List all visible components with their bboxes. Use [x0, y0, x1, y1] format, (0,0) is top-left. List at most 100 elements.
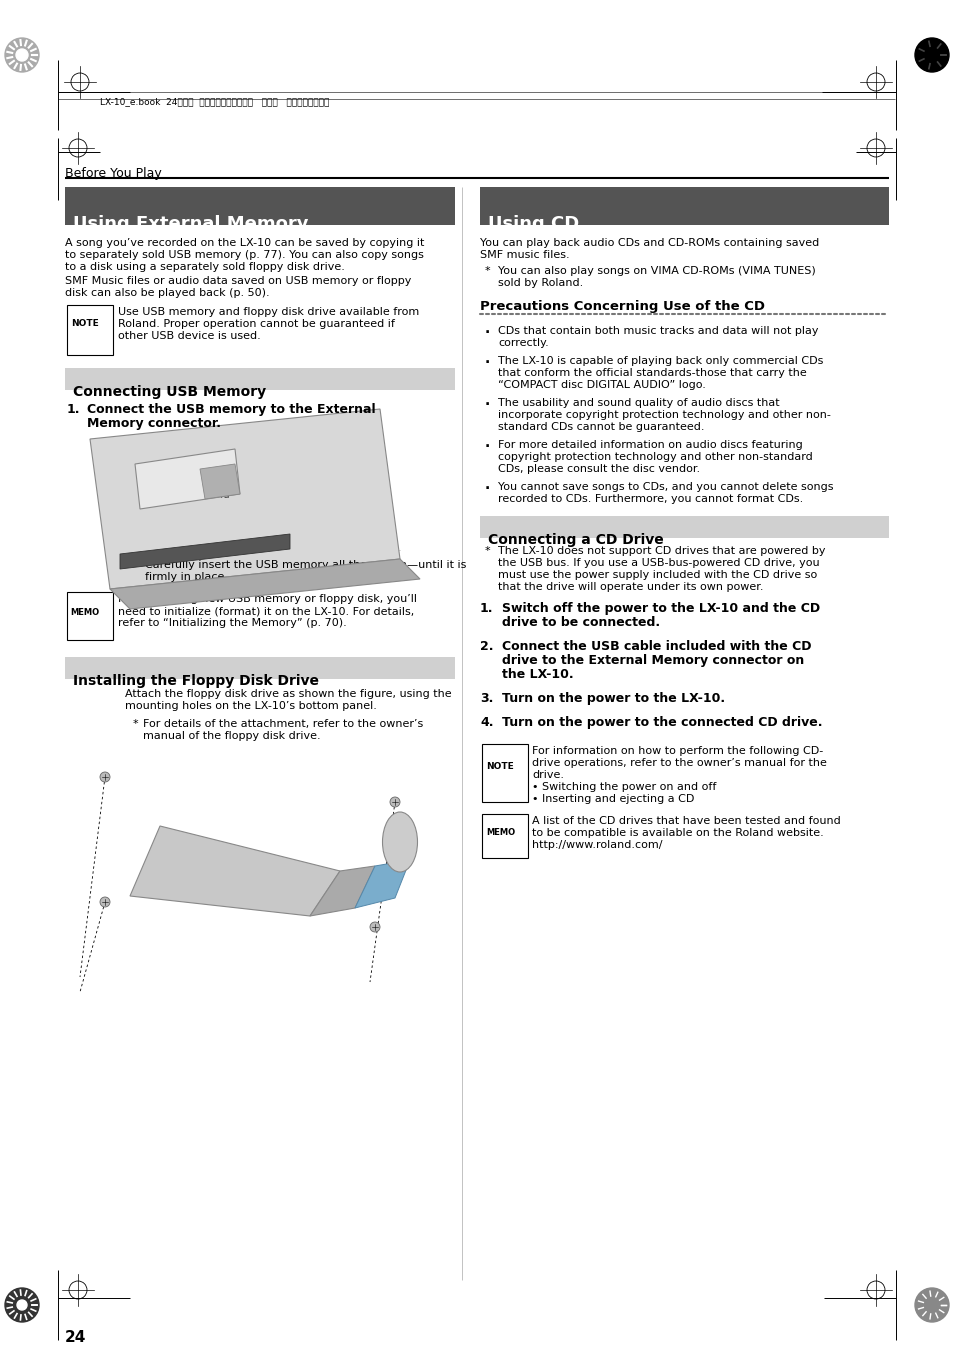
Bar [479, 516, 888, 538]
Text: that the drive will operate under its own power.: that the drive will operate under its ow… [497, 582, 762, 592]
Text: 1.: 1. [479, 603, 493, 615]
Text: Memory connector.: Memory connector. [87, 417, 221, 430]
Circle shape [16, 49, 28, 61]
Circle shape [100, 771, 110, 782]
Circle shape [914, 38, 948, 72]
Polygon shape [130, 825, 339, 916]
Text: Connecting USB Memory: Connecting USB Memory [73, 385, 266, 399]
Text: Roland: Roland [194, 490, 231, 500]
Circle shape [370, 921, 379, 932]
Polygon shape [135, 449, 240, 509]
Text: sold by Roland.: sold by Roland. [497, 278, 582, 288]
Text: A song you’ve recorded on the LX-10 can be saved by copying it: A song you’ve recorded on the LX-10 can … [65, 238, 424, 249]
Text: disk can also be played back (p. 50).: disk can also be played back (p. 50). [65, 288, 270, 299]
Text: *: * [132, 719, 138, 730]
Text: *: * [484, 266, 490, 276]
Text: For more detailed information on audio discs featuring: For more detailed information on audio d… [497, 440, 801, 450]
Text: Attach the floppy disk drive as shown the figure, using the: Attach the floppy disk drive as shown th… [125, 689, 451, 698]
Text: the LX-10.: the LX-10. [501, 667, 573, 681]
Text: “COMPACT disc DIGITAL AUDIO” logo.: “COMPACT disc DIGITAL AUDIO” logo. [497, 380, 705, 390]
Bar [481, 744, 527, 802]
Bar [65, 367, 455, 390]
Text: drive to be connected.: drive to be connected. [501, 616, 659, 630]
Text: firmly in place.: firmly in place. [145, 571, 228, 582]
Text: 24: 24 [65, 1329, 87, 1346]
Circle shape [914, 1288, 948, 1323]
Text: Precautions Concerning Use of the CD: Precautions Concerning Use of the CD [479, 300, 764, 313]
Text: Roland. Proper operation cannot be guaranteed if: Roland. Proper operation cannot be guara… [118, 319, 395, 330]
Circle shape [5, 1288, 39, 1323]
Circle shape [17, 1300, 27, 1310]
Text: drive to the External Memory connector on: drive to the External Memory connector o… [501, 654, 803, 667]
Ellipse shape [382, 812, 417, 871]
Text: Carefully insert the USB memory all the way in—until it is: Carefully insert the USB memory all the … [145, 561, 466, 570]
Text: MEMO: MEMO [485, 828, 515, 838]
Bar [67, 305, 112, 355]
Text: drive.: drive. [532, 770, 563, 780]
Text: the USB bus. If you use a USB-bus-powered CD drive, you: the USB bus. If you use a USB-bus-powere… [497, 558, 819, 567]
Text: incorporate copyright protection technology and other non-: incorporate copyright protection technol… [497, 409, 830, 420]
Polygon shape [200, 463, 240, 499]
Bar [67, 592, 112, 640]
Text: If you’re using new USB memory or floppy disk, you’ll: If you’re using new USB memory or floppy… [118, 594, 416, 604]
Text: • Switching the power on and off: • Switching the power on and off [532, 782, 716, 792]
Polygon shape [90, 409, 399, 589]
Text: standard CDs cannot be guaranteed.: standard CDs cannot be guaranteed. [497, 422, 703, 432]
Polygon shape [110, 559, 419, 609]
Text: The LX-10 is capable of playing back only commercial CDs: The LX-10 is capable of playing back onl… [497, 357, 822, 366]
Text: Using CD: Using CD [488, 215, 578, 232]
Text: • Inserting and ejecting a CD: • Inserting and ejecting a CD [532, 794, 694, 804]
Text: 4.: 4. [479, 716, 493, 730]
Polygon shape [310, 866, 375, 916]
Bar [481, 815, 527, 858]
Text: Connect the USB memory to the External: Connect the USB memory to the External [87, 403, 375, 416]
Text: ·: · [484, 326, 490, 340]
Text: LX-10_e.book  24ページ  ２００８年９月２２日   月曜日   午前１０時５１分: LX-10_e.book 24ページ ２００８年９月２２日 月曜日 午前１０時５… [100, 97, 329, 105]
Text: http://www.roland.com/: http://www.roland.com/ [532, 840, 661, 850]
Text: must use the power supply included with the CD drive so: must use the power supply included with … [497, 570, 817, 580]
Polygon shape [120, 534, 290, 569]
Text: You can also play songs on VIMA CD-ROMs (VIMA TUNES): You can also play songs on VIMA CD-ROMs … [497, 266, 815, 276]
Text: NOTE: NOTE [485, 762, 514, 771]
Text: other USB device is used.: other USB device is used. [118, 331, 260, 340]
Text: MEMO: MEMO [70, 608, 99, 617]
Text: 1.: 1. [67, 403, 80, 416]
Bar [65, 657, 455, 680]
Text: You can play back audio CDs and CD-ROMs containing saved: You can play back audio CDs and CD-ROMs … [479, 238, 819, 249]
Text: Use USB memory and floppy disk drive available from: Use USB memory and floppy disk drive ava… [118, 307, 418, 317]
Text: The usability and sound quality of audio discs that: The usability and sound quality of audio… [497, 399, 779, 408]
Text: Switch off the power to the LX-10 and the CD: Switch off the power to the LX-10 and th… [501, 603, 820, 615]
Bar [479, 186, 888, 226]
Text: The LX-10 does not support CD drives that are powered by: The LX-10 does not support CD drives tha… [497, 546, 824, 557]
Text: manual of the floppy disk drive.: manual of the floppy disk drive. [143, 731, 320, 740]
Circle shape [390, 797, 399, 807]
Bar [65, 186, 455, 226]
Text: drive operations, refer to the owner’s manual for the: drive operations, refer to the owner’s m… [532, 758, 826, 767]
Text: to a disk using a separately sold floppy disk drive.: to a disk using a separately sold floppy… [65, 262, 345, 272]
Text: refer to “Initializing the Memory” (p. 70).: refer to “Initializing the Memory” (p. 7… [118, 617, 346, 628]
Text: to separately sold USB memory (p. 77). You can also copy songs: to separately sold USB memory (p. 77). Y… [65, 250, 423, 259]
Text: Connect the USB cable included with the CD: Connect the USB cable included with the … [501, 640, 811, 653]
Text: ·: · [484, 357, 490, 370]
Text: to be compatible is available on the Roland website.: to be compatible is available on the Rol… [532, 828, 822, 838]
Text: Turn on the power to the connected CD drive.: Turn on the power to the connected CD dr… [501, 716, 821, 730]
Text: recorded to CDs. Furthermore, you cannot format CDs.: recorded to CDs. Furthermore, you cannot… [497, 494, 802, 504]
Text: You cannot save songs to CDs, and you cannot delete songs: You cannot save songs to CDs, and you ca… [497, 482, 833, 492]
Circle shape [100, 897, 110, 907]
Circle shape [5, 38, 39, 72]
Text: Before You Play: Before You Play [65, 168, 162, 180]
Text: mounting holes on the LX-10’s bottom panel.: mounting holes on the LX-10’s bottom pan… [125, 701, 376, 711]
Text: correctly.: correctly. [497, 338, 548, 349]
Text: Connecting a CD Drive: Connecting a CD Drive [488, 534, 663, 547]
Text: For details of the attachment, refer to the owner’s: For details of the attachment, refer to … [143, 719, 423, 730]
Text: A list of the CD drives that have been tested and found: A list of the CD drives that have been t… [532, 816, 840, 825]
Text: need to initialize (format) it on the LX-10. For details,: need to initialize (format) it on the LX… [118, 607, 414, 616]
Text: Using External Memory: Using External Memory [73, 215, 308, 232]
Text: ·: · [484, 482, 490, 496]
Text: Installing the Floppy Disk Drive: Installing the Floppy Disk Drive [73, 674, 318, 688]
Text: SMF Music files or audio data saved on USB memory or floppy: SMF Music files or audio data saved on U… [65, 276, 411, 286]
Text: copyright protection technology and other non-standard: copyright protection technology and othe… [497, 453, 812, 462]
Text: 2.: 2. [479, 640, 493, 653]
Text: CDs that contain both music tracks and data will not play: CDs that contain both music tracks and d… [497, 326, 818, 336]
Text: Turn on the power to the LX-10.: Turn on the power to the LX-10. [501, 692, 724, 705]
